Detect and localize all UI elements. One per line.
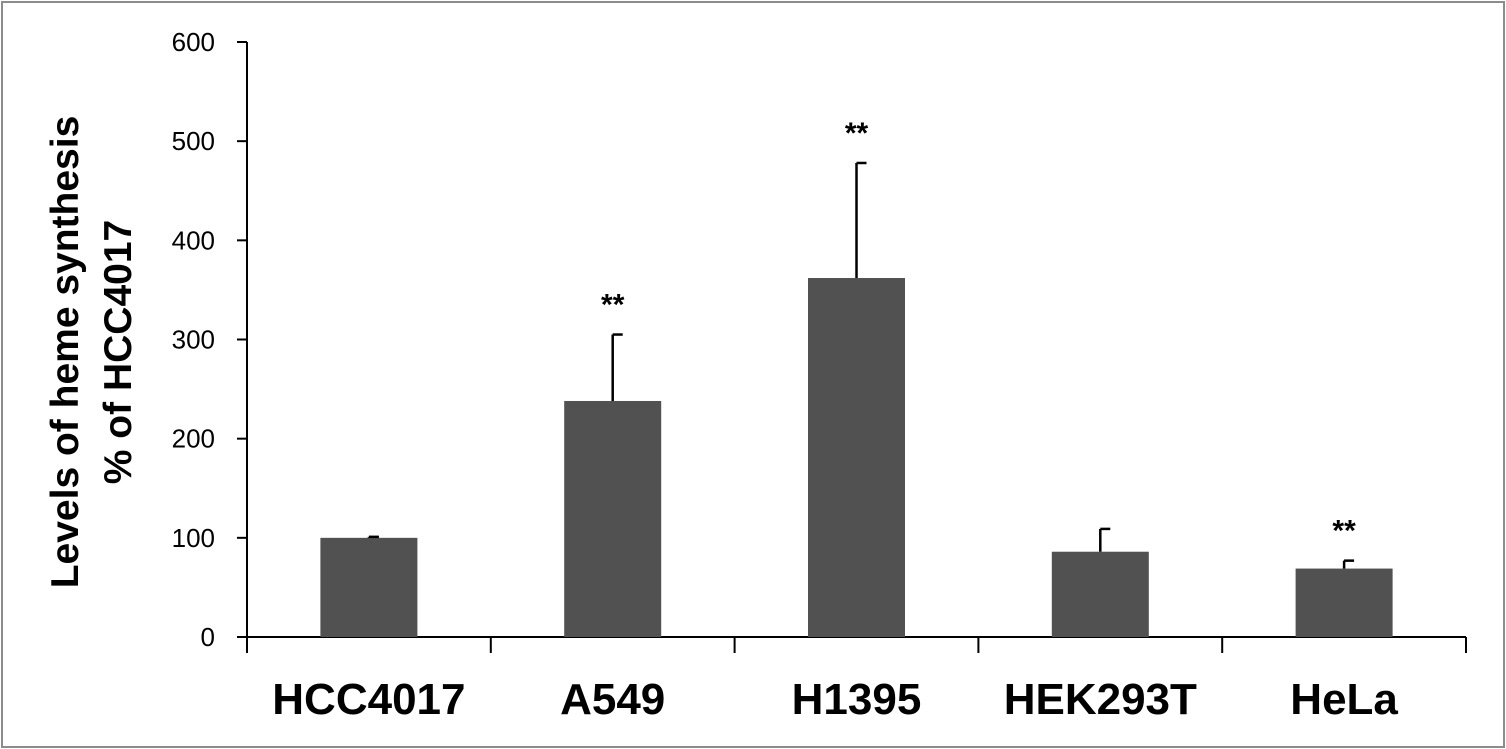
category-labels: HCC4017 A549 H1395 HEK293T HeLa bbox=[272, 675, 1398, 724]
y-tick-label: 200 bbox=[172, 424, 215, 454]
category-label-hcc4017: HCC4017 bbox=[272, 675, 465, 724]
x-axis bbox=[246, 636, 1467, 653]
y-tick-label: 500 bbox=[172, 126, 215, 156]
bar-hek293t bbox=[1051, 551, 1149, 637]
y-tick-label: 100 bbox=[172, 523, 215, 553]
bar-h1395 bbox=[808, 278, 905, 637]
category-label-hek293t: HEK293T bbox=[1004, 675, 1197, 724]
y-tick-label: 600 bbox=[172, 27, 215, 57]
y-axis: 0 100 200 300 400 500 600 bbox=[172, 27, 248, 652]
y-axis-label-line-1: Levels of heme synthesis bbox=[44, 116, 87, 589]
bar-hela bbox=[1295, 568, 1393, 637]
bar-a549 bbox=[564, 400, 662, 637]
bars bbox=[320, 278, 1393, 637]
significance-marker-h1395: ** bbox=[845, 117, 869, 150]
bar-hcc4017 bbox=[320, 537, 418, 637]
y-tick-label: 300 bbox=[172, 325, 215, 355]
category-label-h1395: H1395 bbox=[792, 675, 922, 724]
significance-marker-a549: ** bbox=[601, 289, 625, 322]
error-bars bbox=[367, 161, 1355, 569]
significance-marker-hela: ** bbox=[1332, 515, 1356, 548]
y-axis-label: Levels of heme synthesis % of HCC4017 bbox=[44, 116, 140, 589]
y-tick-label: 0 bbox=[201, 622, 215, 652]
category-label-hela: HeLa bbox=[1290, 675, 1398, 724]
y-tick-label: 400 bbox=[172, 225, 215, 255]
significance-markers: ** ** ** bbox=[601, 117, 1356, 548]
y-axis-label-line-2: % of HCC4017 bbox=[97, 220, 140, 484]
category-label-a549: A549 bbox=[560, 675, 665, 724]
